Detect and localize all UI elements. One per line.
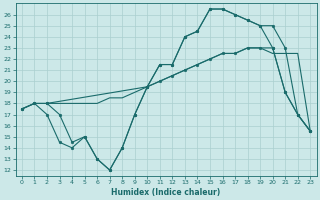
X-axis label: Humidex (Indice chaleur): Humidex (Indice chaleur)	[111, 188, 221, 197]
